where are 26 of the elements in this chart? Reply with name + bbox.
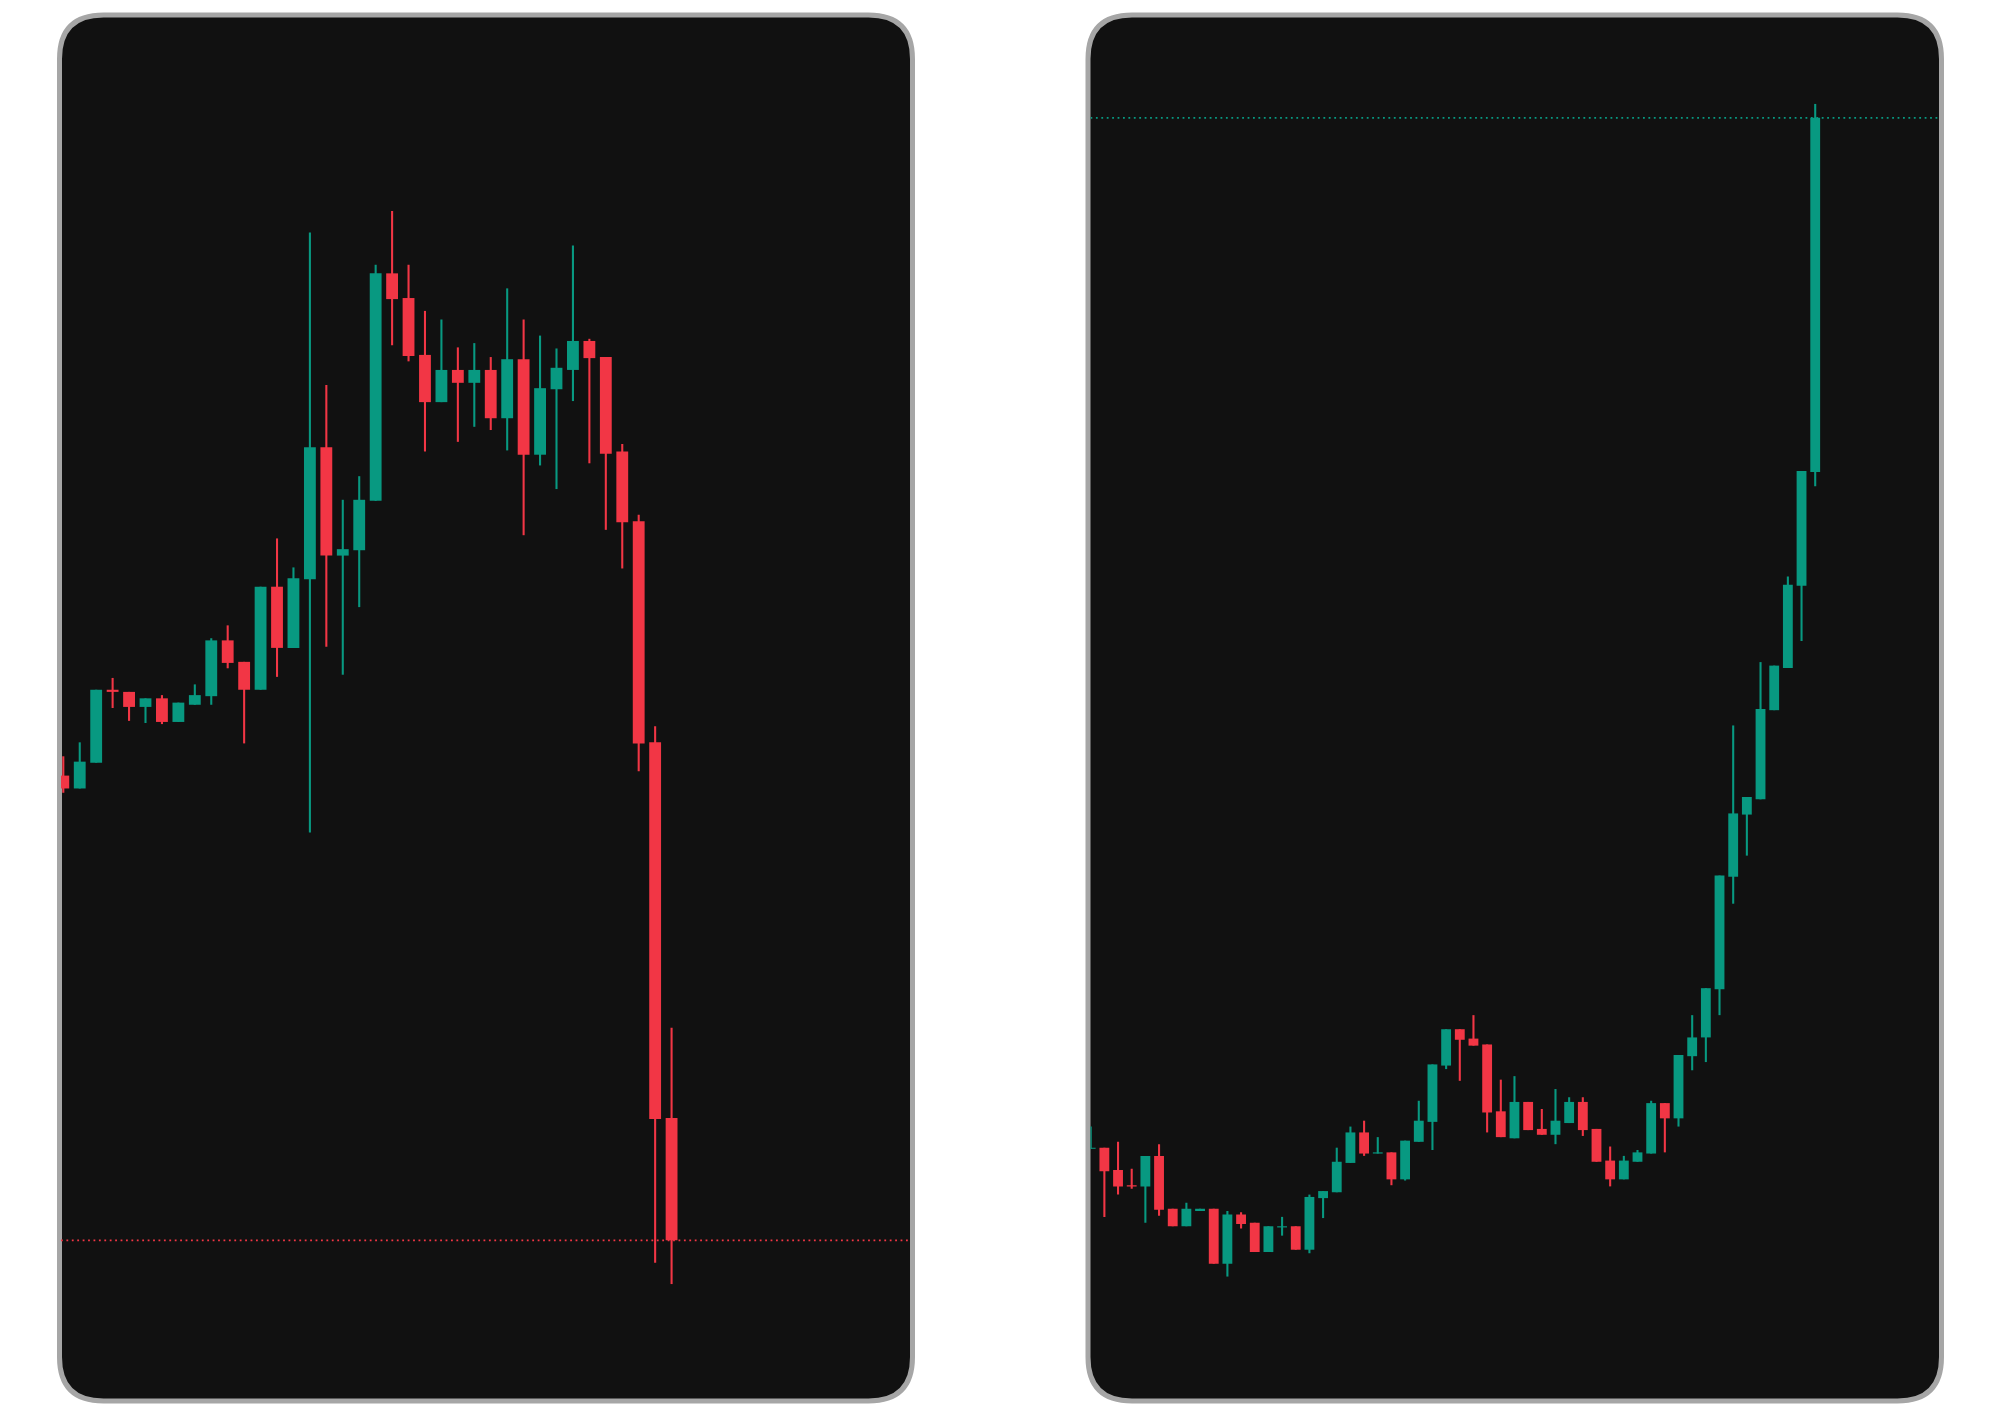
candlestick xyxy=(1099,1146,1110,1218)
candlestick xyxy=(156,694,168,726)
candlestick xyxy=(1290,1225,1301,1251)
candlestick xyxy=(1687,1014,1698,1072)
candlestick xyxy=(1454,1028,1465,1082)
candlestick xyxy=(1413,1099,1424,1143)
candlestick xyxy=(336,498,349,676)
candlestick xyxy=(451,346,464,443)
candlestick xyxy=(1318,1190,1329,1220)
candlestick xyxy=(1359,1119,1370,1157)
candlestick xyxy=(1536,1107,1547,1136)
candlestick xyxy=(123,690,135,722)
candlestick xyxy=(1113,1140,1123,1196)
candlestick xyxy=(1741,795,1752,857)
candlestick xyxy=(188,683,201,706)
candlestick xyxy=(1564,1096,1575,1125)
candlestick xyxy=(1605,1145,1616,1188)
candlestick xyxy=(1659,1102,1670,1154)
candlestick xyxy=(1550,1088,1561,1146)
candlestick xyxy=(106,676,119,710)
candlestick xyxy=(583,337,596,465)
candlestick xyxy=(468,342,481,428)
candlestick xyxy=(221,624,234,670)
candlestick xyxy=(1468,1014,1479,1047)
candlestick xyxy=(550,347,563,491)
candlestick xyxy=(139,697,152,725)
